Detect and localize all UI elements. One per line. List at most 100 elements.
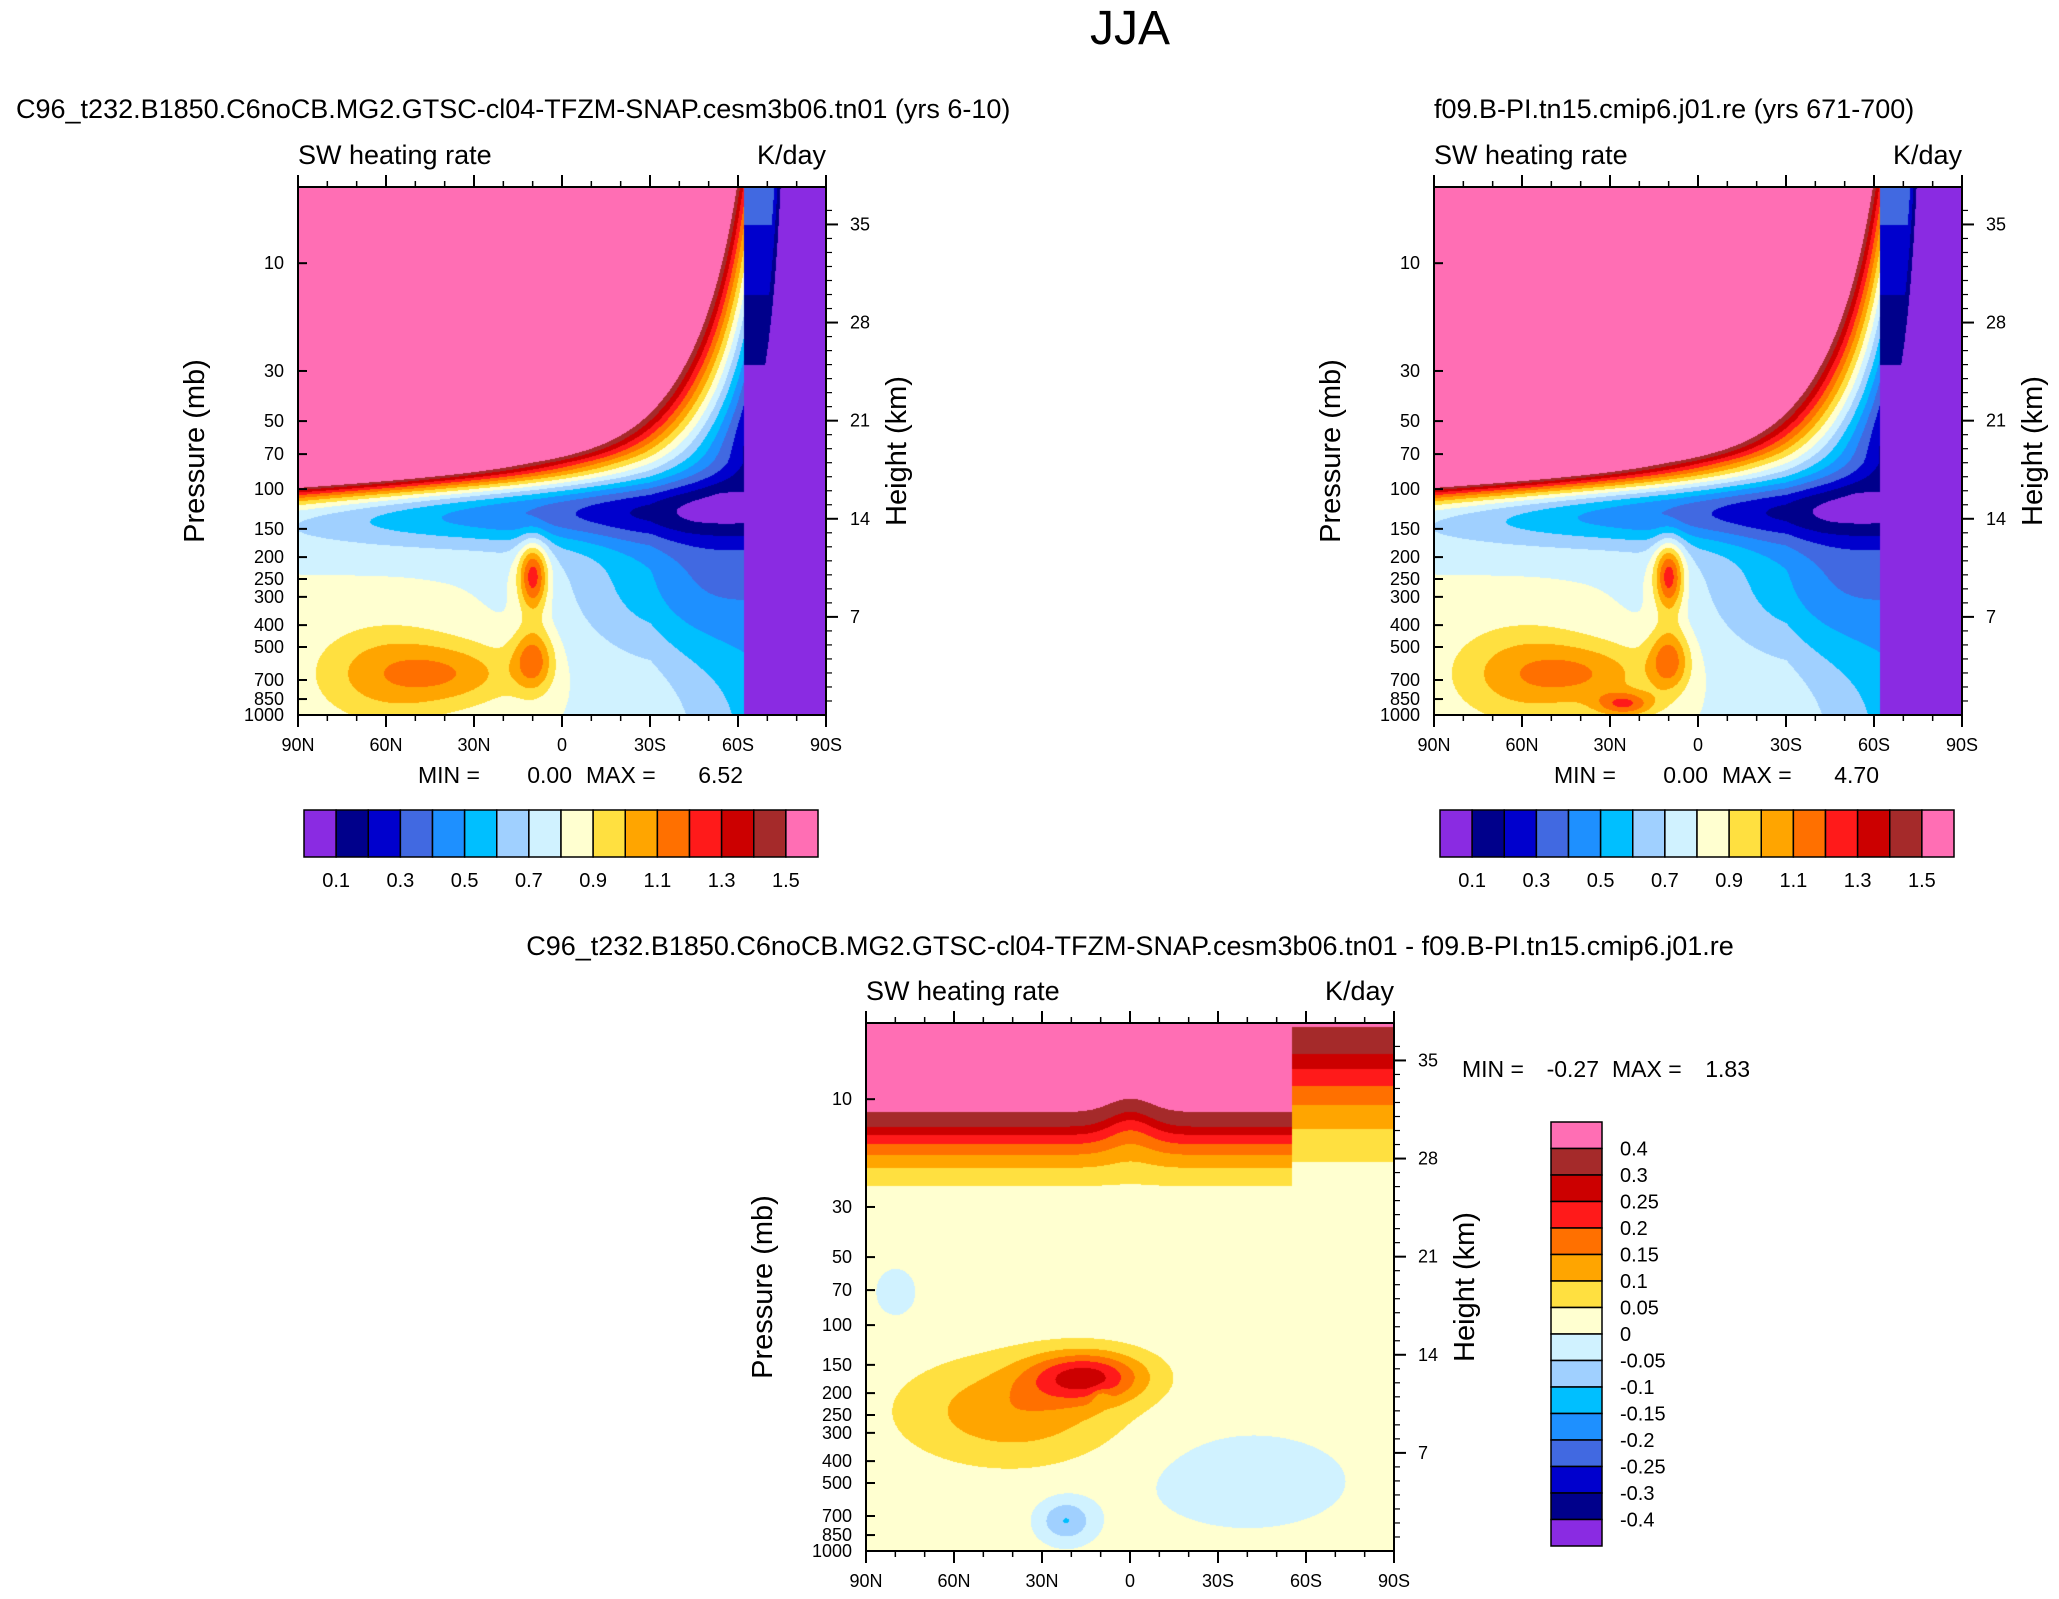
- right-label: K/day: [1893, 140, 1963, 170]
- contour-canvas: [1434, 187, 1962, 715]
- y-tick-label: 10: [1400, 253, 1420, 273]
- colorbar-label: 0.3: [1620, 1165, 1648, 1187]
- colorbar-swatch: [399, 809, 434, 858]
- y-tick-label: 50: [832, 1247, 852, 1267]
- left-label: SW heating rate: [298, 140, 492, 170]
- y-tick-label: 100: [1390, 479, 1420, 499]
- colorbar-swatch: [1550, 1227, 1603, 1256]
- colorbar-swatch: [1550, 1439, 1603, 1468]
- colorbar-label: 0.9: [1715, 870, 1743, 892]
- colorbar-swatch: [1550, 1121, 1603, 1150]
- y-tick-label: 70: [832, 1280, 852, 1300]
- y-tick-label: 30: [264, 361, 284, 381]
- contour-field: [1434, 187, 1962, 715]
- y-tick-label: 10: [832, 1089, 852, 1109]
- x-tick-label: 0: [557, 735, 567, 755]
- colorbar-label: 0.1: [1458, 870, 1486, 892]
- x-tick-label: 90S: [1946, 735, 1978, 755]
- colorbar-swatch: [1550, 1412, 1603, 1441]
- colorbar-label: 0.1: [1620, 1271, 1648, 1293]
- y-axis-title: Pressure (mb): [747, 1195, 779, 1379]
- y-tick-label: 400: [254, 615, 284, 635]
- x-tick-label: 60N: [1505, 735, 1538, 755]
- min-value: 0.00: [527, 762, 572, 788]
- y-tick-label: 100: [254, 479, 284, 499]
- colorbar-swatch: [1439, 809, 1473, 858]
- x-tick-label: 30S: [1770, 735, 1802, 755]
- y-tick-label: 850: [1390, 689, 1420, 709]
- colorbar-label: -0.3: [1620, 1483, 1654, 1505]
- min-value: -0.27: [1547, 1056, 1599, 1082]
- colorbar-swatch: [1550, 1359, 1603, 1388]
- y-axis-title: Pressure (mb): [179, 359, 211, 543]
- min-label: MIN =: [418, 762, 480, 788]
- y-tick-label: 850: [822, 1525, 852, 1545]
- y-tick-label: 1000: [244, 705, 284, 725]
- colorbar-swatch: [1535, 809, 1570, 858]
- colorbar-label: 1.1: [1779, 870, 1807, 892]
- colorbar-label: 0.7: [515, 870, 543, 892]
- colorbar-swatch: [1921, 809, 1955, 858]
- page-title: JJA: [1090, 2, 1170, 55]
- colorbar-swatch: [1599, 809, 1634, 858]
- x-tick-label: 30S: [1202, 1571, 1234, 1591]
- colorbar-swatch: [1550, 1465, 1603, 1494]
- y-tick-label: 150: [254, 519, 284, 539]
- y-tick-label: 200: [822, 1383, 852, 1403]
- y-tick-label: 700: [1390, 670, 1420, 690]
- colorbar-swatch: [785, 809, 819, 858]
- colorbar-label: -0.1: [1620, 1377, 1654, 1399]
- y-tick-label: 1000: [812, 1541, 852, 1561]
- colorbar-swatch: [1728, 809, 1762, 858]
- height-tick-label: 14: [850, 509, 870, 529]
- colorbar-label: 0.2: [1620, 1218, 1648, 1240]
- panel-3: C96_t232.B1850.C6noCB.MG2.GTSC-cl04-TFZM…: [526, 931, 1750, 1591]
- colorbar-label: 0.25: [1620, 1192, 1659, 1214]
- colorbar-swatch: [1503, 809, 1538, 858]
- colorbar-swatch: [1550, 1492, 1603, 1521]
- y-tick-label: 500: [1390, 637, 1420, 657]
- colorbar-label: 1.5: [772, 870, 800, 892]
- height-tick-label: 28: [850, 313, 870, 333]
- x-tick-label: 60N: [937, 1571, 970, 1591]
- y-tick-label: 300: [254, 587, 284, 607]
- y-tick-label: 50: [264, 411, 284, 431]
- colorbar-swatch: [335, 809, 369, 858]
- colorbar-label: -0.2: [1620, 1430, 1654, 1452]
- contour-canvas: [866, 1023, 1394, 1551]
- colorbar-swatch: [1632, 809, 1666, 858]
- y-tick-label: 50: [1400, 411, 1420, 431]
- x-tick-label: 60N: [369, 735, 402, 755]
- y-tick-label: 500: [254, 637, 284, 657]
- colorbar-swatch: [656, 809, 691, 858]
- panel-subtitle: C96_t232.B1850.C6noCB.MG2.GTSC-cl04-TFZM…: [16, 94, 1010, 124]
- colorbar-swatch: [592, 809, 626, 858]
- height-tick-label: 28: [1418, 1149, 1438, 1169]
- colorbar-swatch: [1567, 809, 1602, 858]
- height-tick-label: 14: [1986, 509, 2006, 529]
- y-tick-label: 150: [822, 1355, 852, 1375]
- y-tick-label: 30: [832, 1197, 852, 1217]
- x-tick-label: 90N: [849, 1571, 882, 1591]
- colorbar-swatch: [560, 809, 594, 858]
- y-tick-label: 10: [264, 253, 284, 273]
- x-tick-label: 60S: [722, 735, 754, 755]
- x-tick-label: 60S: [1858, 735, 1890, 755]
- y-tick-label: 500: [822, 1473, 852, 1493]
- y-tick-label: 70: [1400, 444, 1420, 464]
- colorbar: 0.1 0.3 0.5 0.7 0.9 1.1 1.3 1.5: [1439, 809, 1955, 892]
- contour-field: [866, 1023, 1394, 1551]
- height-tick-label: 21: [1418, 1247, 1438, 1267]
- min-value: 0.00: [1663, 762, 1708, 788]
- height-tick-label: 21: [1986, 411, 2006, 431]
- y-tick-label: 250: [254, 569, 284, 589]
- panel-subtitle: C96_t232.B1850.C6noCB.MG2.GTSC-cl04-TFZM…: [526, 931, 1734, 961]
- colorbar-swatch: [367, 809, 402, 858]
- colorbar-swatch: [1550, 1174, 1603, 1203]
- colorbar: 0.1 0.3 0.5 0.7 0.9 1.1 1.3 1.5: [303, 809, 819, 892]
- colorbar-label: 0.7: [1651, 870, 1679, 892]
- colorbar-swatch: [1550, 1518, 1603, 1547]
- colorbar-swatch: [1760, 809, 1795, 858]
- colorbar-swatch: [1792, 809, 1827, 858]
- colorbar-swatch: [753, 809, 787, 858]
